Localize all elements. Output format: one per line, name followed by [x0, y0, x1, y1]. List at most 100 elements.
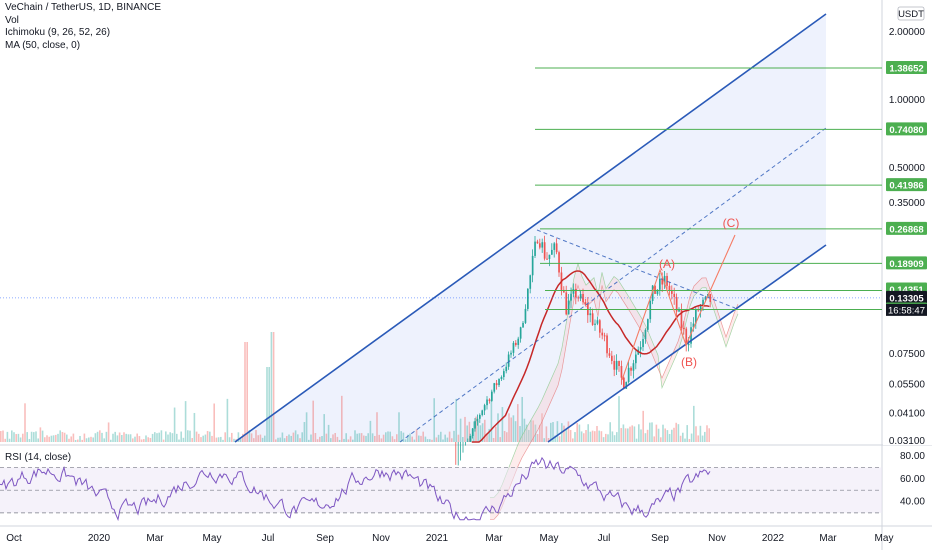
- volume-bar: [59, 430, 61, 442]
- volume-bar: [286, 436, 288, 442]
- volume-bar: [301, 432, 303, 442]
- volume-bar: [260, 435, 262, 442]
- volume-bar: [576, 423, 578, 442]
- countdown-text: 16:58:47: [888, 305, 925, 316]
- candle-body: [589, 313, 591, 315]
- candle-body: [474, 421, 476, 428]
- volume-bar: [436, 437, 438, 442]
- candle-body: [539, 243, 541, 247]
- volume-bar: [84, 434, 86, 442]
- volume-bar: [99, 430, 101, 442]
- volume-bar: [422, 432, 424, 442]
- volume-bar: [581, 431, 583, 442]
- volume-bar: [332, 434, 334, 442]
- volume-bar: [158, 433, 160, 442]
- candle-body: [642, 339, 644, 347]
- price-tick-label: 2.00000: [889, 27, 926, 38]
- volume-bar: [273, 332, 275, 442]
- volume-bar: [2, 431, 4, 442]
- volume-bar: [429, 439, 431, 442]
- candle-body: [640, 347, 642, 349]
- volume-bar: [350, 436, 352, 442]
- volume-bar: [134, 437, 136, 442]
- volume-bar: [631, 425, 633, 442]
- volume-bar: [167, 435, 169, 442]
- volume-bar: [0, 431, 2, 442]
- volume-bar: [13, 432, 15, 442]
- volume-bar: [161, 430, 163, 442]
- volume-bar: [112, 434, 114, 442]
- candle-body: [520, 327, 522, 338]
- volume-bar: [697, 435, 699, 442]
- volume-bar: [44, 437, 46, 442]
- volume-bar: [185, 401, 187, 442]
- volume-bar: [163, 440, 165, 442]
- price-badge-text: 1.38652: [889, 63, 923, 74]
- candle-body: [673, 294, 675, 297]
- volume-bar: [40, 427, 42, 442]
- volume-bar: [29, 439, 31, 442]
- volume-bar: [297, 434, 299, 442]
- volume-bar: [326, 434, 328, 442]
- volume-bar: [77, 440, 79, 442]
- volume-bar: [268, 367, 270, 442]
- candle-body: [669, 286, 671, 290]
- volume-bar: [543, 438, 545, 442]
- volume-bar: [706, 425, 708, 442]
- volume-bar: [491, 399, 493, 442]
- candle-body: [505, 367, 507, 371]
- volume-bar: [506, 432, 508, 442]
- candle-body: [517, 339, 519, 345]
- volume-bar: [123, 432, 125, 442]
- time-tick-label: Nov: [372, 533, 390, 544]
- volume-bar: [198, 434, 200, 442]
- volume-bar: [389, 432, 391, 442]
- volume-bar: [279, 438, 281, 442]
- volume-bar: [568, 421, 570, 442]
- volume-bar: [691, 434, 693, 442]
- candle-body: [525, 309, 527, 323]
- candle-body: [577, 297, 579, 298]
- volume-bar: [598, 431, 600, 442]
- volume-bar: [108, 422, 110, 442]
- volume-bar: [183, 438, 185, 442]
- volume-bar: [378, 435, 380, 442]
- volume-bar: [431, 440, 433, 442]
- volume-bar: [640, 429, 642, 442]
- volume-bar: [20, 437, 22, 442]
- volume-bar: [614, 435, 616, 442]
- volume-bar: [26, 432, 28, 442]
- volume-bar: [418, 436, 420, 442]
- volume-bar: [574, 432, 576, 442]
- time-tick-label: May: [203, 533, 222, 544]
- volume-bar: [262, 438, 264, 442]
- volume-bar: [9, 439, 11, 442]
- volume-bar: [88, 438, 90, 442]
- volume-bar: [381, 438, 383, 442]
- volume-bar: [559, 436, 561, 442]
- volume-bar: [92, 437, 94, 442]
- volume-bar: [31, 432, 33, 442]
- volume-bar: [359, 433, 361, 442]
- volume-bar: [453, 431, 455, 442]
- volume-bar: [693, 406, 695, 442]
- volume-bar: [405, 439, 407, 442]
- volume-bar: [629, 427, 631, 442]
- volume-bar: [678, 424, 680, 442]
- volume-bar: [708, 428, 710, 442]
- volume-bar: [495, 427, 497, 442]
- volume-bar: [86, 438, 88, 442]
- candle-body: [585, 302, 587, 304]
- time-tick-label: Jul: [598, 533, 611, 544]
- volume-bar: [328, 425, 330, 442]
- volume-bar: [374, 436, 376, 442]
- volume-bar: [187, 430, 189, 442]
- candle-body: [570, 294, 572, 301]
- rsi-tick-label: 80.00: [900, 451, 925, 462]
- volume-bar: [174, 408, 176, 442]
- time-tick-label: Sep: [316, 533, 334, 544]
- candle-body: [580, 294, 582, 298]
